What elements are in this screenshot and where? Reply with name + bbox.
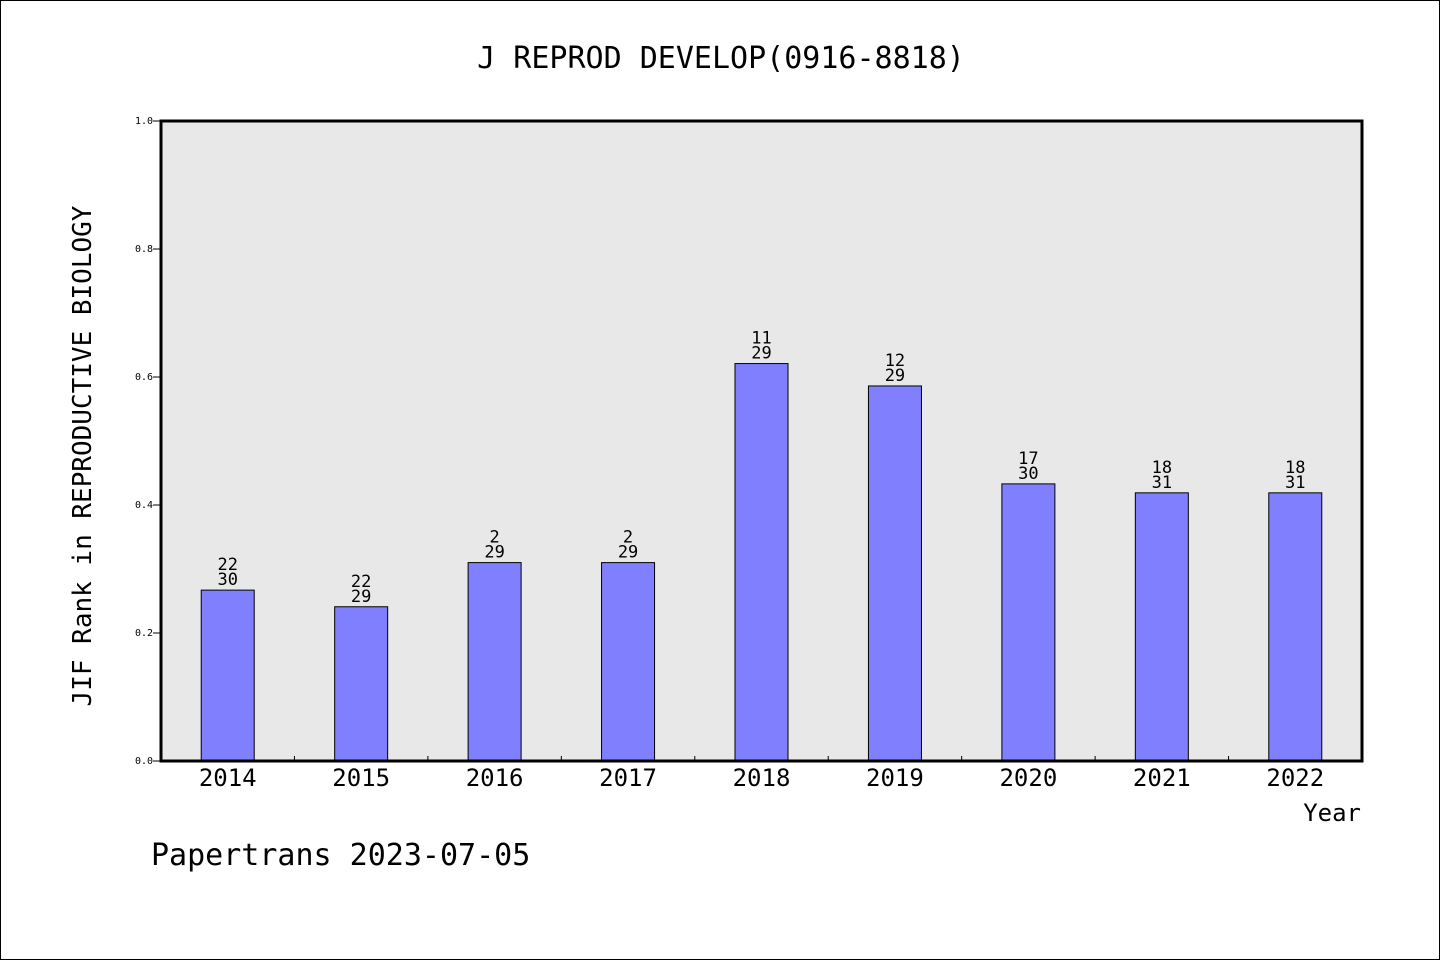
bar-rank-label: 12: [885, 351, 905, 371]
y-tick-label: 0.6: [135, 372, 153, 383]
bar: [1268, 492, 1323, 762]
x-tick-label: 2022: [1266, 764, 1324, 792]
y-tick-label: 0.2: [135, 628, 153, 639]
bar-rank-label: 11: [751, 329, 771, 349]
bar: [200, 589, 255, 762]
x-tick-label: 2014: [199, 764, 257, 792]
bar-rank-label: 18: [1152, 458, 1172, 478]
footer-source-date: Papertrans 2023-07-05: [151, 838, 530, 873]
bar: [1134, 492, 1189, 762]
bar-rank-label: 22: [217, 555, 237, 575]
y-tick-label: 0.0: [135, 756, 153, 767]
bar: [867, 385, 922, 762]
bar-total-label: 29: [751, 344, 771, 364]
bar-total-label: 29: [618, 543, 638, 563]
bar: [734, 363, 789, 762]
bars: [200, 363, 1323, 762]
bar-total-label: 30: [217, 570, 237, 590]
bar-total-label: 29: [885, 366, 905, 386]
x-tick-label: 2021: [1133, 764, 1191, 792]
bar: [334, 606, 389, 762]
y-tick-label: 0.4: [135, 500, 153, 511]
x-tick-label: 2020: [999, 764, 1057, 792]
bar-total-label: 29: [351, 587, 371, 607]
bar-rank-label: 18: [1285, 458, 1305, 478]
x-tick-label: 2019: [866, 764, 924, 792]
bar-total-label: 29: [484, 543, 504, 563]
bar: [467, 562, 522, 762]
x-axis-label: Year: [1303, 799, 1361, 827]
y-axis-ticks: 0.0 0.2 0.4 0.6 0.8 1.0: [135, 116, 161, 767]
x-tick-label: 2017: [599, 764, 657, 792]
y-tick-label: 1.0: [135, 116, 153, 127]
x-axis-ticks: 2014 2015 2016 2017 2018 2019 2020 2021 2022: [199, 756, 1324, 792]
bar-total-label: 30: [1018, 464, 1038, 484]
chart-title: J REPROD DEVELOP(0916-8818): [477, 41, 965, 76]
x-tick-label: 2016: [466, 764, 524, 792]
plot-frame: [159, 119, 1364, 763]
bar: [601, 562, 656, 762]
x-tick-label: 2015: [332, 764, 390, 792]
bar-total-label: 31: [1152, 473, 1172, 493]
x-tick-label: 2018: [733, 764, 791, 792]
bar-rank-label: 2: [489, 528, 499, 548]
bar-rank-label: 22: [351, 572, 371, 592]
y-axis-label: JIF Rank in REPRODUCTIVE BIOLOGY: [68, 205, 98, 706]
y-tick-label: 0.8: [135, 244, 153, 255]
bar-total-label: 31: [1285, 473, 1305, 493]
bar-rank-label: 2: [623, 528, 633, 548]
bar: [1001, 483, 1056, 762]
bar-rank-label: 17: [1018, 449, 1038, 469]
